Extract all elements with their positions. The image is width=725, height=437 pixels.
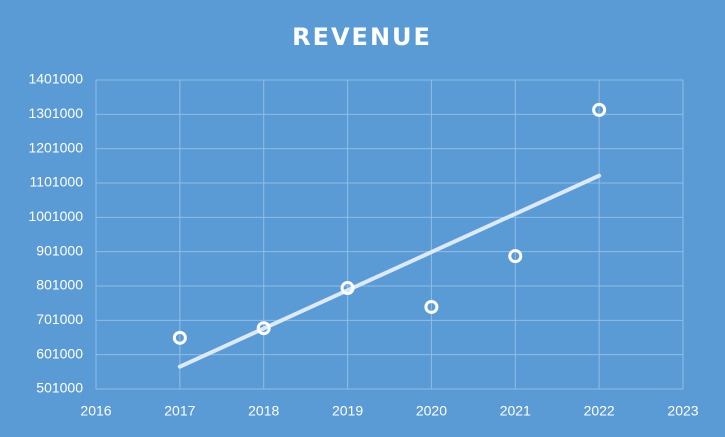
data-point: [508, 249, 523, 264]
data-point: [172, 330, 187, 345]
x-tick-label: 2022: [584, 403, 615, 419]
x-tick-label: 2017: [164, 403, 195, 419]
x-tick-label: 2018: [248, 403, 279, 419]
data-point: [340, 281, 355, 296]
trendline: [177, 173, 602, 369]
y-tick-label: 1001000: [28, 208, 83, 224]
y-tick-label: 901000: [36, 242, 83, 258]
x-tick-label: 2020: [416, 403, 447, 419]
y-tick-label: 801000: [36, 277, 83, 293]
y-tick-label: 701000: [36, 311, 83, 327]
x-tick-label: 2021: [500, 403, 531, 419]
y-tick-label: 1401000: [28, 71, 83, 87]
data-point: [424, 299, 439, 314]
y-tick-label: 1201000: [28, 139, 83, 155]
x-tick-label: 2016: [80, 403, 111, 419]
y-tick-label: 601000: [36, 345, 83, 361]
data-point: [592, 102, 607, 117]
x-tick-label: 2023: [667, 403, 698, 419]
y-tick-label: 1301000: [28, 105, 83, 121]
x-tick-label: 2019: [332, 403, 363, 419]
data-point: [256, 321, 271, 336]
y-tick-label: 1101000: [30, 174, 84, 190]
y-tick-label: 501000: [36, 380, 83, 396]
chart-title: REVENUE: [292, 23, 432, 51]
